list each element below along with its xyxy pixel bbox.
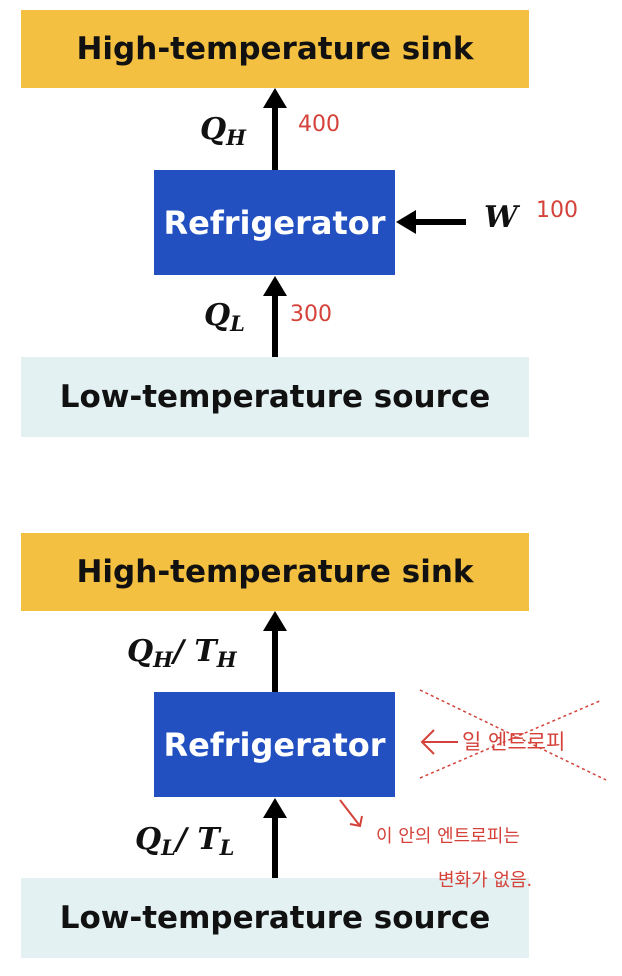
bottom-note-crossed-work-entropy: 일 엔트로피 — [462, 730, 566, 754]
top-ql-label: QL — [204, 298, 245, 336]
top-high-temperature-sink: High-temperature sink — [21, 10, 529, 88]
bottom-low-temperature-source: Low-temperature source — [21, 878, 529, 958]
bottom-refrigerator-label: Refrigerator — [163, 725, 386, 764]
top-qh-label: QH — [200, 112, 246, 150]
bottom-refrigerator-box: Refrigerator — [154, 692, 395, 797]
top-refrigerator-box: Refrigerator — [154, 170, 395, 275]
bottom-note-entropy-line1: 이 안의 엔트로피는 — [376, 826, 520, 847]
top-sink-label: High-temperature sink — [76, 31, 474, 67]
bottom-sink-label: High-temperature sink — [76, 554, 474, 590]
top-low-temperature-source: Low-temperature source — [21, 357, 529, 437]
top-note-qh-value: 400 — [298, 112, 340, 137]
handwritten-pointer-arrow-icon — [339, 799, 363, 828]
bottom-ql-arrow — [263, 798, 287, 878]
handwritten-cross-out — [419, 689, 607, 781]
bottom-qh-arrow — [263, 611, 287, 692]
top-note-work-value: 100 — [536, 198, 578, 223]
bottom-high-temperature-sink: High-temperature sink — [21, 533, 529, 611]
top-ql-arrow — [263, 276, 287, 357]
top-qh-arrow — [263, 88, 287, 170]
bottom-source-label: Low-temperature source — [59, 900, 491, 936]
top-work-label: W — [484, 200, 518, 235]
handwritten-arrow-left-icon — [420, 729, 458, 755]
top-work-arrow — [396, 210, 466, 234]
top-source-label: Low-temperature source — [59, 379, 491, 415]
bottom-ql-tl-label: QL/ TL — [135, 822, 235, 860]
bottom-qh-th-label: QH/ TH — [127, 634, 237, 672]
top-note-ql-value: 300 — [290, 302, 332, 327]
top-refrigerator-label: Refrigerator — [163, 203, 386, 242]
bottom-note-entropy-line2: 변화가 없음. — [438, 870, 533, 891]
